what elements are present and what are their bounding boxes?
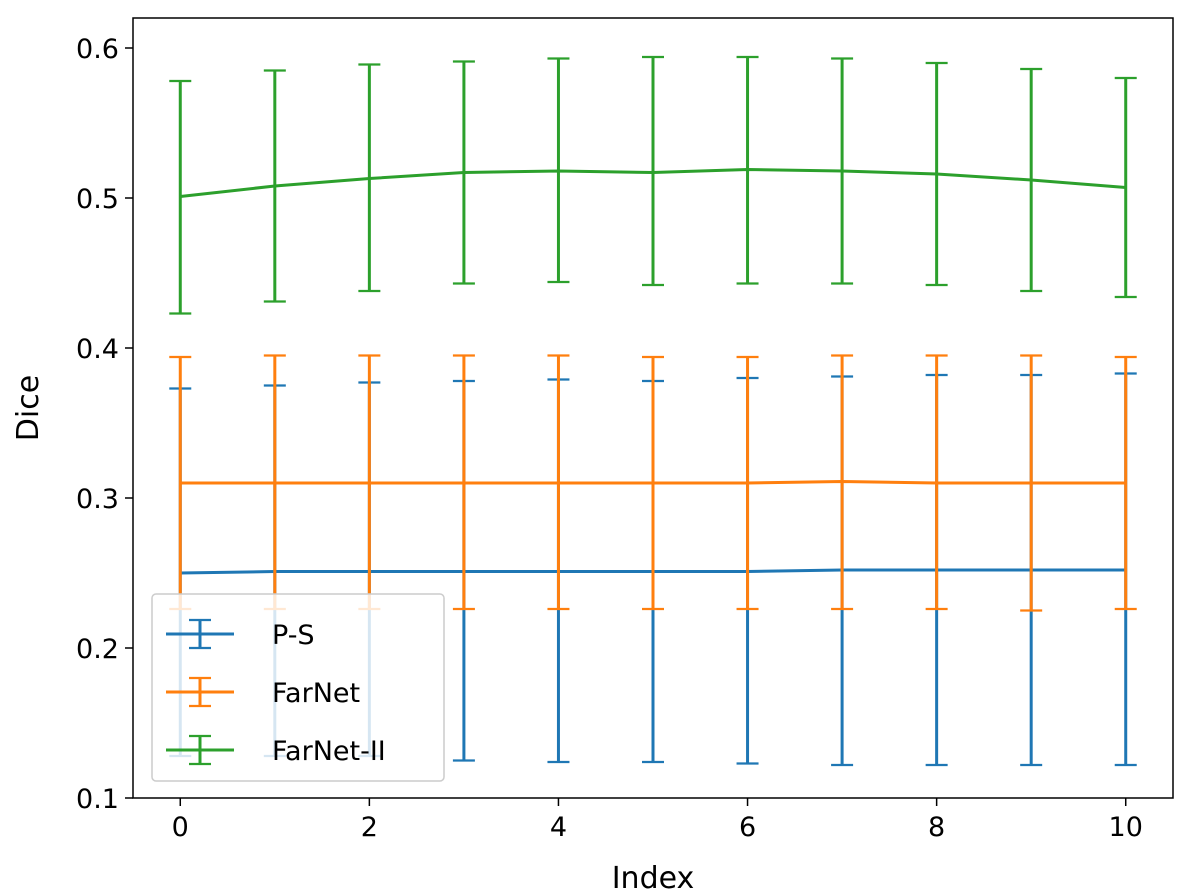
x-axis-label: Index <box>612 861 695 895</box>
x-tick-label: 10 <box>1109 812 1143 843</box>
series-farnet-ii <box>169 55 1137 315</box>
legend-item: FarNet <box>166 676 360 709</box>
x-axis: 0 2 4 6 8 10 <box>172 798 1143 843</box>
y-tick-label: 0.4 <box>76 334 119 365</box>
y-tick-label: 0.6 <box>76 34 119 65</box>
series-line <box>180 479 1126 485</box>
y-tick-label: 0.3 <box>76 484 119 515</box>
y-tick-label: 0.2 <box>76 634 119 665</box>
x-tick-label: 0 <box>172 812 189 843</box>
legend-label: FarNet <box>272 678 360 709</box>
x-tick-label: 8 <box>928 812 945 843</box>
legend-box <box>151 593 445 782</box>
legend-item: P-S <box>166 618 315 651</box>
legend: P-S FarNet FarNet-II <box>151 593 445 782</box>
legend-label: FarNet-II <box>272 736 386 767</box>
legend-item: FarNet-II <box>166 734 386 767</box>
series-line <box>180 167 1126 198</box>
plot-series-layer <box>169 55 1137 767</box>
y-tick-label: 0.5 <box>76 184 119 215</box>
x-tick-label: 4 <box>550 812 567 843</box>
legend-label: P-S <box>272 620 315 651</box>
plot-area-frame <box>132 17 1174 799</box>
y-axis-label: Dice <box>11 375 46 441</box>
y-tick-label: 0.1 <box>76 784 119 815</box>
y-axis: 0.1 0.2 0.3 0.4 0.5 0.6 <box>76 34 133 815</box>
x-tick-label: 2 <box>361 812 378 843</box>
x-tick-label: 6 <box>739 812 756 843</box>
